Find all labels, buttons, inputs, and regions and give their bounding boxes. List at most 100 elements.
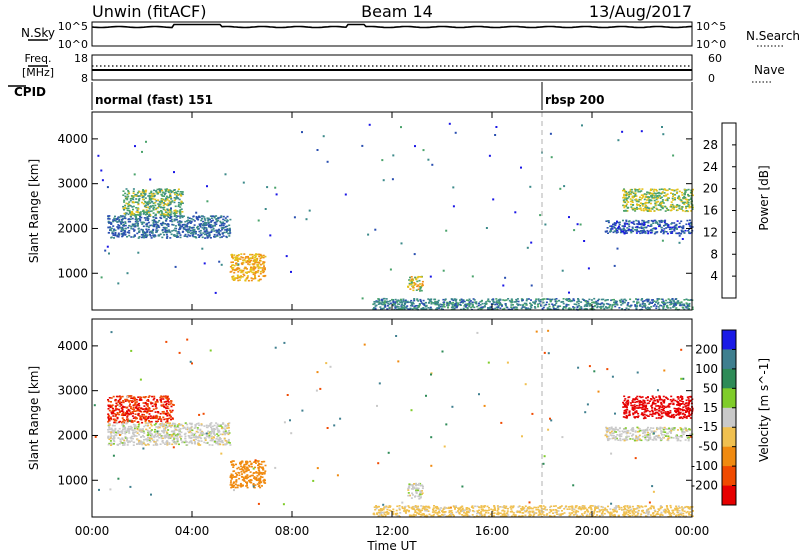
echo-cell-1 <box>189 427 192 429</box>
echo-cell-0 <box>140 407 143 410</box>
echo-cell-4 <box>398 515 401 517</box>
echo-cell-sparse <box>492 198 495 201</box>
echo-cell-3 <box>420 276 423 278</box>
echo-cell-1 <box>181 425 184 427</box>
echo-cell-4 <box>410 514 413 517</box>
echo-cell-4 <box>652 299 654 301</box>
echo-cell-5 <box>627 223 630 225</box>
echo-cell-1 <box>148 198 151 200</box>
echo-cell-0 <box>114 409 117 411</box>
echo-cell-4 <box>471 303 474 306</box>
echo-cell-4 <box>588 305 591 307</box>
echo-cell-1 <box>176 437 179 439</box>
echo-cell-1 <box>183 433 186 436</box>
echo-cell-0 <box>126 235 128 238</box>
echo-cell-4 <box>512 512 515 514</box>
echo-cell-1 <box>137 442 140 444</box>
echo-cell-1 <box>164 443 166 445</box>
echo-cell-0 <box>143 221 146 224</box>
echo-cell-6 <box>685 189 688 191</box>
echo-cell-4 <box>611 299 614 301</box>
echo-cell-6 <box>649 189 652 191</box>
echo-cell-1 <box>137 203 140 206</box>
echo-cell-1 <box>140 441 143 443</box>
echo-cell-6 <box>628 193 631 196</box>
echo-cell-4 <box>610 299 613 302</box>
echo-cell-5 <box>651 220 654 222</box>
echo-cell-4 <box>421 509 423 512</box>
echo-cell-1 <box>211 429 214 431</box>
echo-cell-0 <box>114 234 117 237</box>
echo-cell-4 <box>373 302 376 305</box>
echo-cell-4 <box>627 513 630 516</box>
echo-cell-1 <box>216 442 219 444</box>
echo-cell-1 <box>171 423 174 425</box>
echo-cell-4 <box>687 506 690 509</box>
echo-cell-sparse <box>529 185 532 188</box>
echo-cell-6 <box>654 204 657 206</box>
echo-cell-0 <box>135 407 138 409</box>
echo-cell-4 <box>377 303 380 305</box>
echo-cell-4 <box>640 298 643 301</box>
echo-cell-5 <box>622 230 625 233</box>
echo-cell-5 <box>646 229 649 232</box>
echo-cell-0 <box>145 408 148 410</box>
echo-cell-4 <box>398 505 401 507</box>
echo-cell-5 <box>658 225 661 228</box>
echo-cell-1 <box>148 439 151 441</box>
echo-cell-2 <box>257 464 260 467</box>
echo-cell-0 <box>147 416 150 419</box>
echo-cell-4 <box>652 505 655 508</box>
echo-cell-0 <box>177 236 180 238</box>
echo-cell-0 <box>116 217 119 220</box>
echo-cell-0 <box>145 231 148 234</box>
echo-cell-1 <box>164 435 167 438</box>
echo-cell-2 <box>233 470 236 472</box>
echo-cell-6 <box>665 207 668 210</box>
echo-cell-5 <box>623 223 626 226</box>
echo-cell-0 <box>109 406 112 409</box>
echo-cell-1 <box>188 436 191 439</box>
echo-cell-4 <box>510 298 513 300</box>
echo-cell-2 <box>263 481 266 484</box>
echo-cell-4 <box>618 508 621 510</box>
echo-cell-4 <box>681 303 684 306</box>
echo-cell-1 <box>137 198 140 201</box>
echo-cell-1 <box>159 191 162 193</box>
echo-cell-6 <box>623 193 626 196</box>
echo-cell-0 <box>114 220 117 222</box>
echo-cell-0 <box>128 405 131 407</box>
echo-cell-1 <box>174 424 177 426</box>
echo-cell-4 <box>559 305 562 307</box>
echo-cell-4 <box>396 512 399 515</box>
echo-cell-4 <box>496 308 499 310</box>
echo-cell-4 <box>595 303 598 306</box>
echo-cell-6 <box>676 209 679 211</box>
echo-cell-4 <box>609 508 612 510</box>
echo-cell-4 <box>630 304 633 307</box>
echo-cell-0 <box>153 223 156 226</box>
echo-cell-0 <box>124 227 127 230</box>
echo-cell-4 <box>589 308 592 310</box>
echo-cell-1 <box>109 440 112 442</box>
echo-cell-1 <box>142 190 145 193</box>
echo-cell-0 <box>166 421 169 423</box>
echo-cell-4 <box>675 507 678 509</box>
echo-cell-6 <box>656 194 659 197</box>
echo-cell-0 <box>116 417 119 420</box>
echo-cell-0 <box>152 415 155 418</box>
echo-cell-0 <box>134 218 137 221</box>
echo-cell-4 <box>576 301 579 303</box>
echo-cell-0 <box>160 405 163 407</box>
echo-cell-0 <box>165 421 168 423</box>
echo-cell-1 <box>142 195 145 198</box>
echo-cell-4 <box>434 301 437 303</box>
echo-cell-4 <box>392 303 395 306</box>
echo-cell-4 <box>549 299 552 302</box>
echo-cell-4 <box>525 302 528 305</box>
echo-cell-0 <box>179 228 181 230</box>
echo-cell-1 <box>223 437 226 440</box>
echo-cell-5 <box>686 219 689 222</box>
echo-cell-3 <box>408 282 411 285</box>
